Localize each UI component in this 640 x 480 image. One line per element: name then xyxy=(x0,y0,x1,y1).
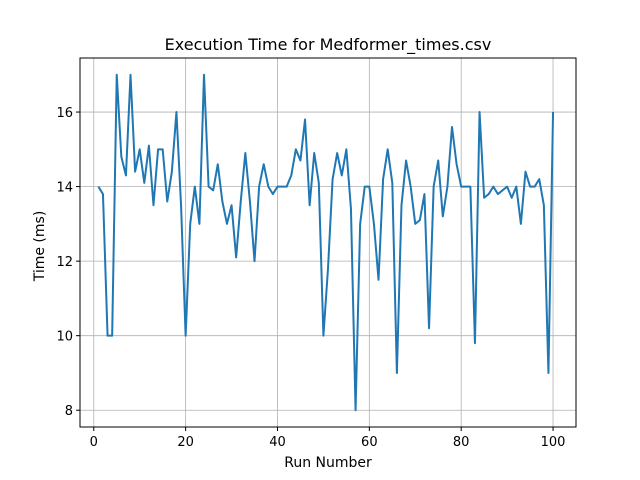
x-tick-label: 0 xyxy=(90,435,98,450)
y-tick-label: 10 xyxy=(56,330,73,345)
series-line xyxy=(97,73,555,412)
x-tick-label: 20 xyxy=(177,435,194,450)
y-axis-ticks: 8 10 12 14 16 xyxy=(56,106,80,419)
axes-frame xyxy=(79,57,577,428)
plot-frame xyxy=(79,57,577,428)
series-layer xyxy=(97,73,555,412)
x-tick-label: 100 xyxy=(541,435,566,450)
y-axis-label: Time (ms) xyxy=(32,211,48,283)
x-tick-label: 60 xyxy=(361,435,378,450)
y-tick-label: 12 xyxy=(56,255,73,270)
y-tick-label: 8 xyxy=(65,404,73,419)
y-tick-label: 16 xyxy=(56,106,73,121)
x-axis-label: Run Number xyxy=(284,455,372,471)
x-tick-label: 80 xyxy=(453,435,470,450)
x-tick-label: 40 xyxy=(269,435,286,450)
x-axis-ticks: 0 20 40 60 80 100 xyxy=(90,427,566,450)
y-tick-label: 14 xyxy=(56,181,73,196)
chart-title: Execution Time for Medformer_times.csv xyxy=(165,35,492,55)
